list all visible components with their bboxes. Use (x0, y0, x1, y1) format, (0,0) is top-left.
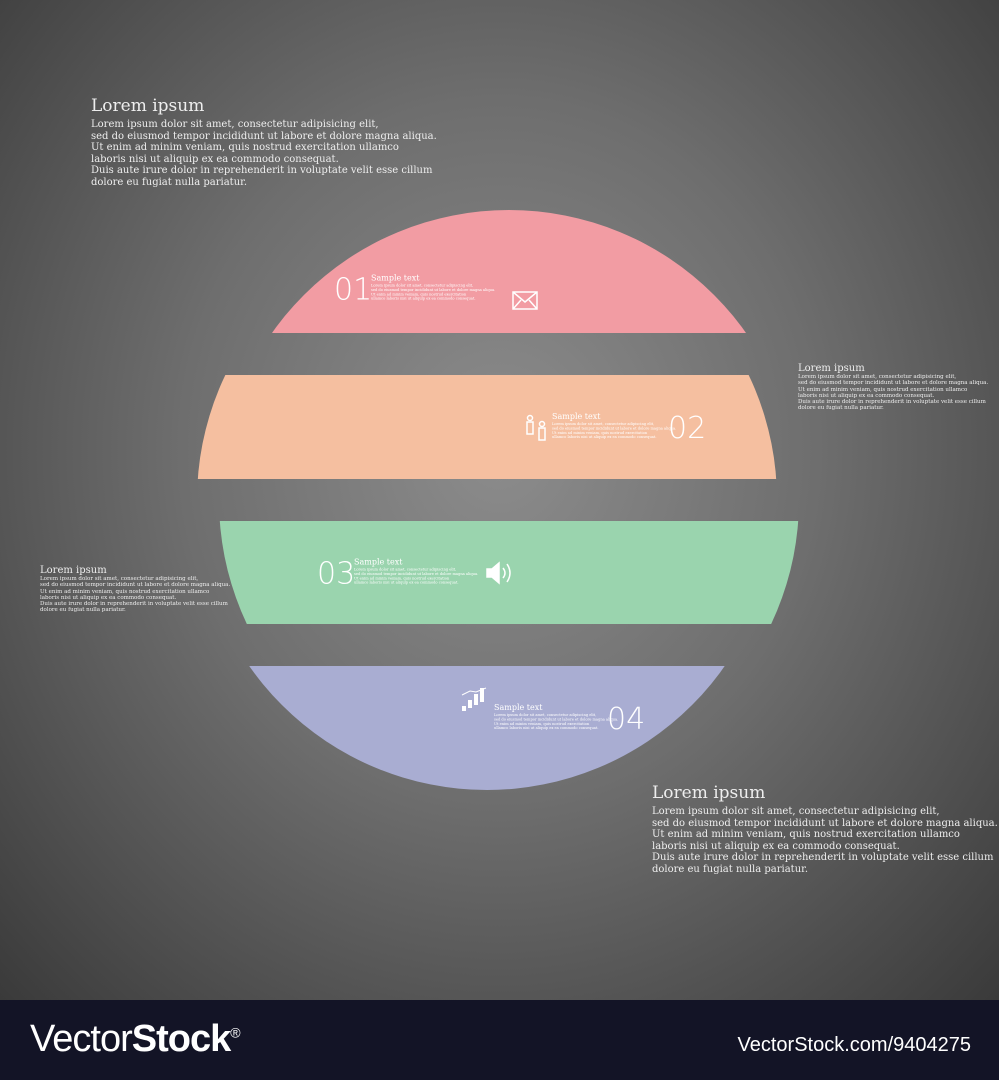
speaker-icon (486, 561, 511, 585)
segment-text: sed do eiusmod tempor incididunt ut labo… (371, 288, 495, 292)
note-title: Lorem ipsum (798, 363, 865, 374)
segment-text: ullamco laboris nisi ut aliquip ex ea co… (354, 581, 459, 585)
segment-title: Sample text (371, 274, 420, 283)
segment-text: Ut enim ad minim veniam, quis nostrud ex… (371, 292, 467, 296)
envelope-icon (512, 291, 538, 310)
segment-text: Lorem ipsum dolor sit amet, consectetur … (494, 713, 596, 717)
segment-title: Sample text (494, 703, 543, 712)
segment-text: Ut enim ad minim veniam, quis nostrud ex… (494, 722, 590, 726)
segment-text: ullamco laboris nisi ut aliquip ex ea co… (552, 435, 657, 439)
note-title: Lorem ipsum (652, 783, 766, 803)
segment-text: Ut enim ad minim veniam, quis nostrud ex… (552, 431, 648, 435)
segment-text: sed do eiusmod tempor incididunt ut labo… (494, 717, 618, 721)
segment-number: 02 (668, 411, 706, 446)
segment-text: Lorem ipsum dolor sit amet, consectetur … (354, 568, 456, 572)
segment-text: Ut enim ad minim veniam, quis nostrud ex… (354, 576, 450, 580)
segment-title: Sample text (354, 558, 403, 567)
bar-chart-icon (461, 687, 487, 711)
vectorstock-logo: VectorStock® (30, 1018, 241, 1060)
segment-text: Lorem ipsum dolor sit amet, consectetur … (552, 422, 654, 426)
note-title: Lorem ipsum (91, 96, 205, 116)
segment-title: Sample text (552, 412, 601, 421)
people-icon (526, 414, 546, 441)
segment-text: Lorem ipsum dolor sit amet, consectetur … (371, 284, 473, 288)
note-body: Lorem ipsum dolor sit amet, consectetur … (798, 374, 989, 412)
note-bottom-right: Lorem ipsum Lorem ipsum dolor sit amet, … (652, 783, 998, 876)
note-body: Lorem ipsum dolor sit amet, consectetur … (40, 576, 231, 614)
segment-number: 04 (607, 702, 645, 737)
segment-shape (219, 521, 799, 624)
segment-number: 01 (334, 273, 372, 308)
background (0, 0, 999, 1000)
segment-text: ullamco laboris nisi ut aliquip ex ea co… (371, 297, 476, 301)
segment-shape (197, 375, 777, 479)
segment-text: sed do eiusmod tempor incididunt ut labo… (354, 572, 478, 576)
footer: VectorStock® VectorStock.com/9404275 (0, 1000, 999, 1080)
segment-shape (219, 210, 799, 333)
segment-number: 03 (317, 557, 355, 592)
footer-url: VectorStock.com/9404275 (737, 1034, 971, 1056)
note-top-left: Lorem ipsum Lorem ipsum dolor sit amet, … (91, 96, 437, 189)
note-body: Lorem ipsum dolor sit amet, consectetur … (652, 806, 998, 875)
note-body: Lorem ipsum dolor sit amet, consectetur … (91, 119, 437, 188)
segment-text: sed do eiusmod tempor incididunt ut labo… (552, 426, 676, 430)
segment-text: ullamco laboris nisi ut aliquip ex ea co… (494, 726, 599, 730)
note-right: Lorem ipsum Lorem ipsum dolor sit amet, … (798, 363, 988, 412)
note-title: Lorem ipsum (40, 565, 107, 576)
note-left: Lorem ipsum Lorem ipsum dolor sit amet, … (40, 565, 230, 614)
